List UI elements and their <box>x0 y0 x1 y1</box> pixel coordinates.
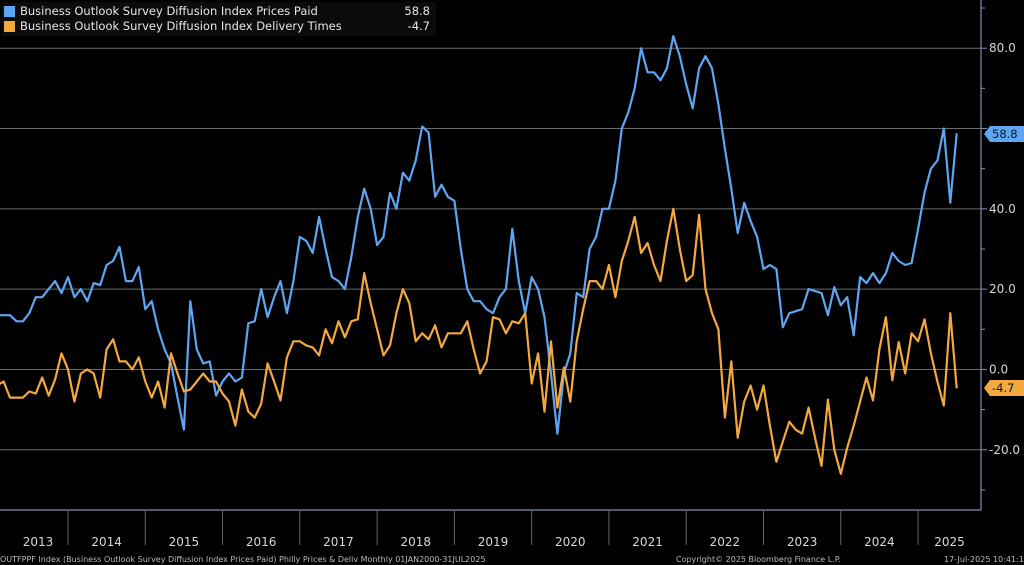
legend-value: -4.7 <box>407 19 430 33</box>
legend-value: 58.8 <box>404 4 430 18</box>
legend-item-prices-paid: Business Outlook Survey Diffusion Index … <box>4 4 430 19</box>
y-tick-label: 20.0 <box>989 282 1016 296</box>
last-value-tag-prices-paid: 58.8 <box>984 126 1024 142</box>
footer-copyright: Copyright© 2025 Bloomberg Finance L.P. <box>676 555 841 564</box>
x-tick-label: 2022 <box>710 535 741 549</box>
series-line-prices-paid <box>0 34 958 435</box>
series-line-delivery-times <box>0 207 958 475</box>
y-tick-label: 0.0 <box>989 362 1008 376</box>
x-tick-label: 2015 <box>169 535 200 549</box>
x-tick-label: 2025 <box>934 535 965 549</box>
legend-label: Business Outlook Survey Diffusion Index … <box>20 19 342 33</box>
gridlines <box>0 47 981 451</box>
x-tick-label: 2016 <box>246 535 277 549</box>
legend-swatch-orange <box>4 21 15 32</box>
legend-label: Business Outlook Survey Diffusion Index … <box>20 4 318 18</box>
x-tick-label: 2017 <box>323 535 354 549</box>
y-axis: 80.0 40.0 20.0 0.0 -20.0 <box>980 0 1020 510</box>
x-tick-label: 2019 <box>478 535 509 549</box>
y-tick-label: 80.0 <box>989 41 1016 55</box>
y-tick-label: 40.0 <box>989 202 1016 216</box>
x-tick-label: 2013 <box>23 535 54 549</box>
x-tick-label: 2018 <box>400 535 431 549</box>
x-tick-label: 2023 <box>787 535 818 549</box>
legend: Business Outlook Survey Diffusion Index … <box>2 2 436 36</box>
legend-item-delivery-times: Business Outlook Survey Diffusion Index … <box>4 19 430 34</box>
footer-timestamp: 17-Jul-2025 10:41:1 <box>944 555 1024 564</box>
footer-source: OUTFPPF Index (Business Outlook Survey D… <box>0 555 486 564</box>
x-tick-label: 2020 <box>555 535 586 549</box>
legend-swatch-blue <box>4 6 15 17</box>
x-tick-label: 2024 <box>864 535 895 549</box>
x-tick-label: 2014 <box>91 535 122 549</box>
series-lines <box>0 34 958 475</box>
x-tick-label: 2021 <box>632 535 663 549</box>
x-axis: 2013 2014 2015 2016 2017 2018 2019 2020 2021 2022… <box>0 509 981 549</box>
last-value-tag-delivery-times: -4.7 <box>984 380 1024 396</box>
y-tick-label: -20.0 <box>989 443 1020 457</box>
